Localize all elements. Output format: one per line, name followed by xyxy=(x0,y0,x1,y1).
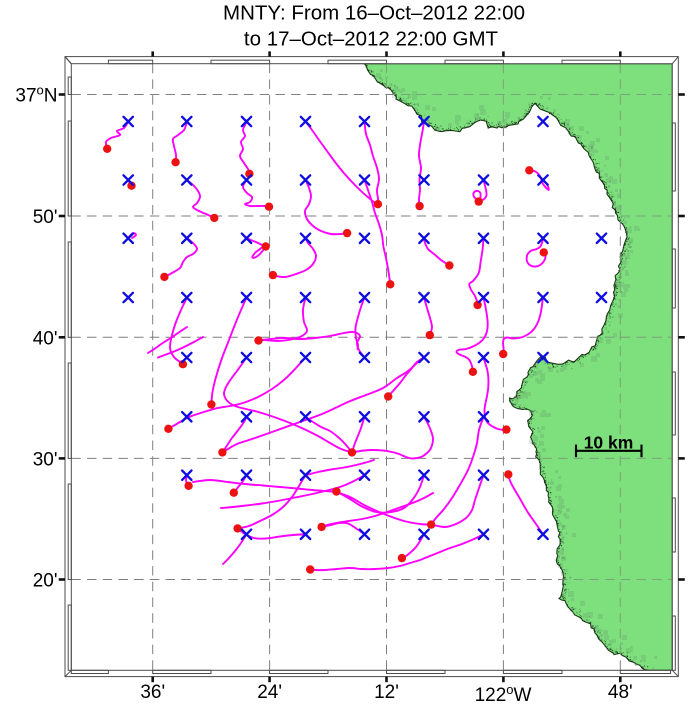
svg-text:MNTY: From 16–Oct–2012 22:00: MNTY: From 16–Oct–2012 22:00 xyxy=(223,2,525,25)
svg-text:122oW: 122oW xyxy=(475,682,532,706)
svg-text:48': 48' xyxy=(608,682,633,703)
svg-text:to 17–Oct–2012 22:00 GMT: to 17–Oct–2012 22:00 GMT xyxy=(244,28,499,51)
svg-text:30': 30' xyxy=(33,449,58,470)
svg-text:12': 12' xyxy=(374,682,399,703)
svg-text:40': 40' xyxy=(33,328,58,349)
svg-text:10 km: 10 km xyxy=(584,432,634,452)
svg-text:50': 50' xyxy=(33,207,58,228)
svg-text:36': 36' xyxy=(140,682,165,703)
svg-text:37oN: 37oN xyxy=(15,83,57,107)
svg-text:20': 20' xyxy=(33,571,58,592)
svg-text:24': 24' xyxy=(257,682,282,703)
